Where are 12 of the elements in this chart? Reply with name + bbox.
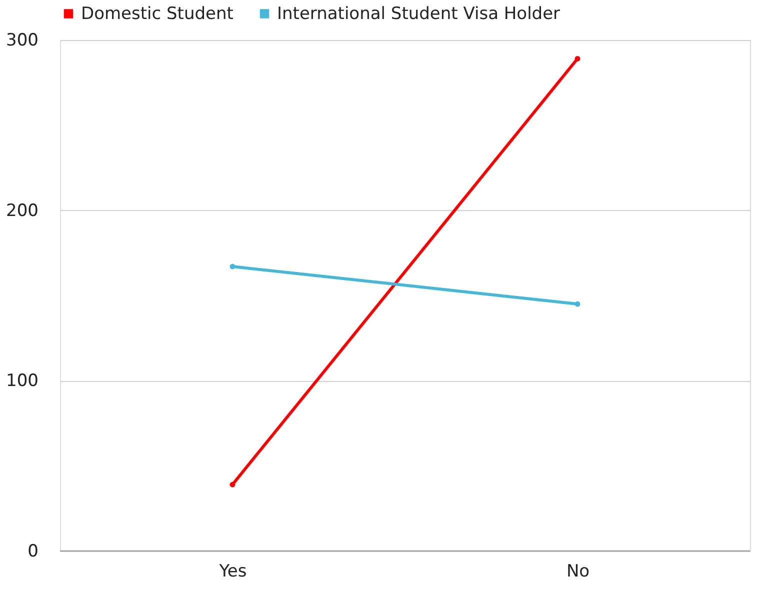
point [574, 56, 580, 62]
point [574, 301, 580, 307]
x-tick-label: No [566, 562, 590, 582]
y-tick-label: 200 [6, 200, 38, 221]
point [230, 482, 236, 488]
x-tick-label: Yes [218, 562, 247, 582]
point [230, 264, 236, 270]
y-tick-label: 0 [28, 542, 38, 562]
legend-label: Domestic Student [81, 4, 234, 24]
y-tick-label: 100 [6, 371, 38, 392]
legend-label: International Student Visa Holder [277, 4, 560, 24]
y-tick-label: 300 [6, 30, 38, 50]
